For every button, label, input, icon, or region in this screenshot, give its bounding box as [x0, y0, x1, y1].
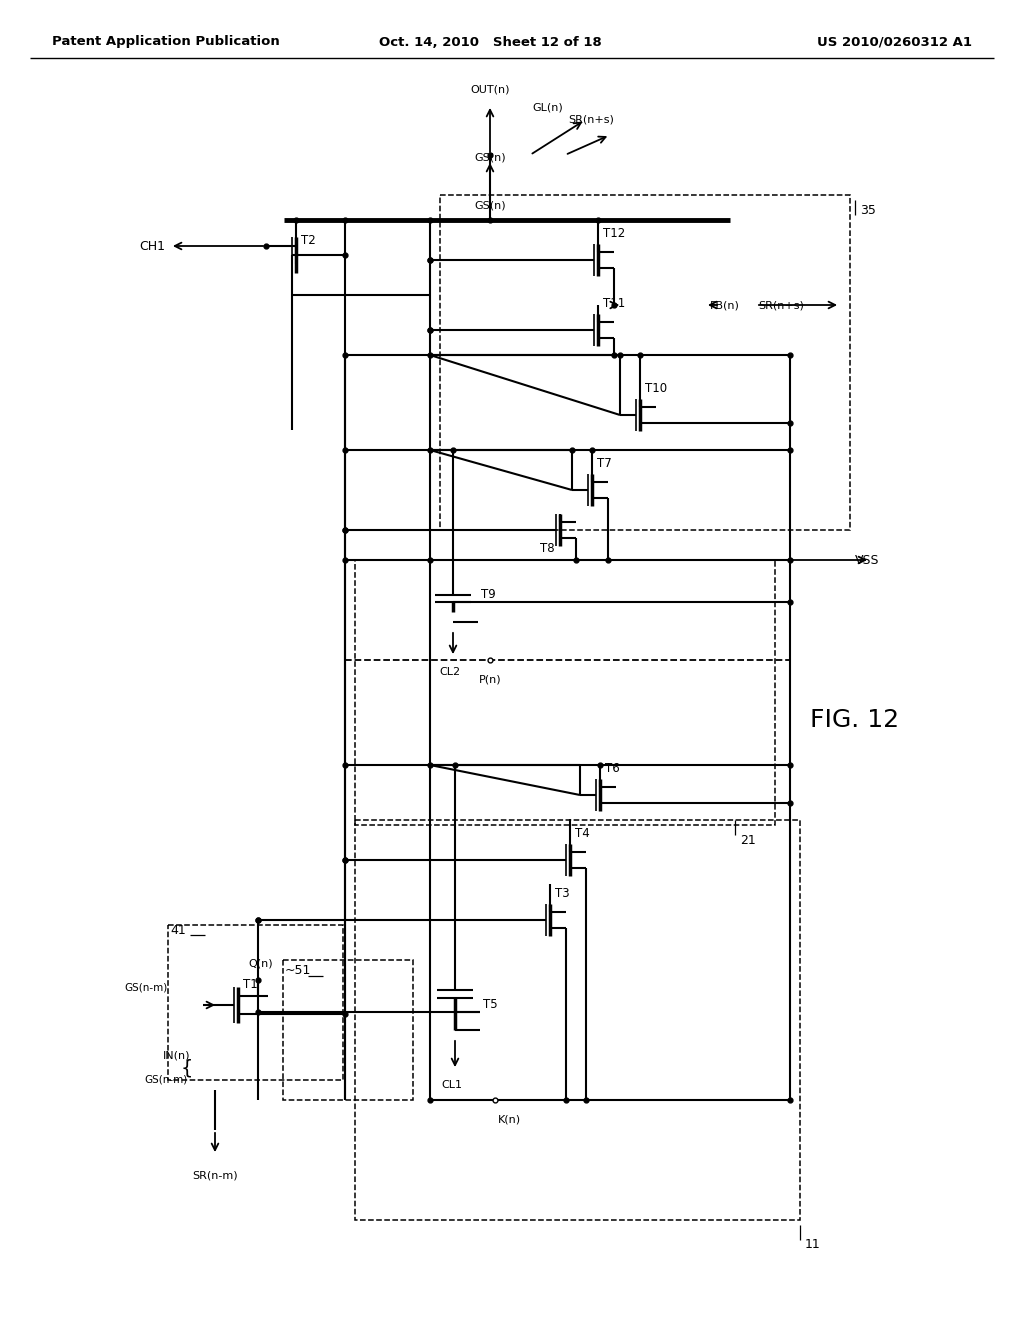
Text: {: { — [180, 1059, 193, 1077]
Text: SR(n-m): SR(n-m) — [193, 1170, 238, 1180]
Bar — [355, 560, 775, 825]
Text: T7: T7 — [597, 457, 611, 470]
Text: T6: T6 — [605, 762, 620, 775]
Text: SR(n+s): SR(n+s) — [758, 300, 804, 310]
Text: GS(n): GS(n) — [474, 201, 506, 210]
Bar — [283, 960, 413, 1100]
Text: 21: 21 — [740, 833, 756, 846]
Text: T1: T1 — [243, 978, 258, 991]
Text: T2: T2 — [301, 234, 315, 247]
Bar — [355, 820, 800, 1220]
Bar — [440, 195, 850, 531]
Text: Patent Application Publication: Patent Application Publication — [52, 36, 280, 49]
Text: T11: T11 — [603, 297, 626, 310]
Text: FIG. 12: FIG. 12 — [810, 708, 899, 733]
Text: T12: T12 — [603, 227, 626, 240]
Text: T9: T9 — [481, 587, 496, 601]
Text: Oct. 14, 2010   Sheet 12 of 18: Oct. 14, 2010 Sheet 12 of 18 — [379, 36, 601, 49]
Text: T8: T8 — [540, 543, 555, 554]
Bar — [168, 925, 343, 1080]
Text: 41: 41 — [170, 924, 185, 936]
Text: ~51: ~51 — [285, 964, 311, 977]
Text: T5: T5 — [483, 998, 498, 1011]
Text: OUT(n): OUT(n) — [470, 84, 510, 95]
Text: T3: T3 — [555, 887, 569, 900]
Text: GS(n-m): GS(n-m) — [144, 1074, 188, 1085]
Text: SR(n+s): SR(n+s) — [568, 115, 613, 125]
Text: T10: T10 — [645, 381, 667, 395]
Text: IN(n): IN(n) — [163, 1049, 190, 1060]
Text: GS(n): GS(n) — [474, 153, 506, 162]
Text: US 2010/0260312 A1: US 2010/0260312 A1 — [817, 36, 972, 49]
Text: CH1: CH1 — [139, 239, 165, 252]
Text: Q(n): Q(n) — [248, 958, 272, 968]
Text: CL1: CL1 — [441, 1080, 463, 1090]
Text: T4: T4 — [575, 828, 590, 840]
Text: 35: 35 — [860, 203, 876, 216]
Text: FB(n): FB(n) — [710, 300, 740, 310]
Text: 11: 11 — [805, 1238, 821, 1251]
Text: GL(n): GL(n) — [532, 103, 563, 114]
Text: GS(n-m): GS(n-m) — [125, 982, 168, 993]
Text: K(n): K(n) — [498, 1115, 521, 1125]
Text: CL2: CL2 — [439, 667, 461, 677]
Text: P(n): P(n) — [478, 675, 502, 685]
Text: VSS: VSS — [855, 553, 880, 566]
